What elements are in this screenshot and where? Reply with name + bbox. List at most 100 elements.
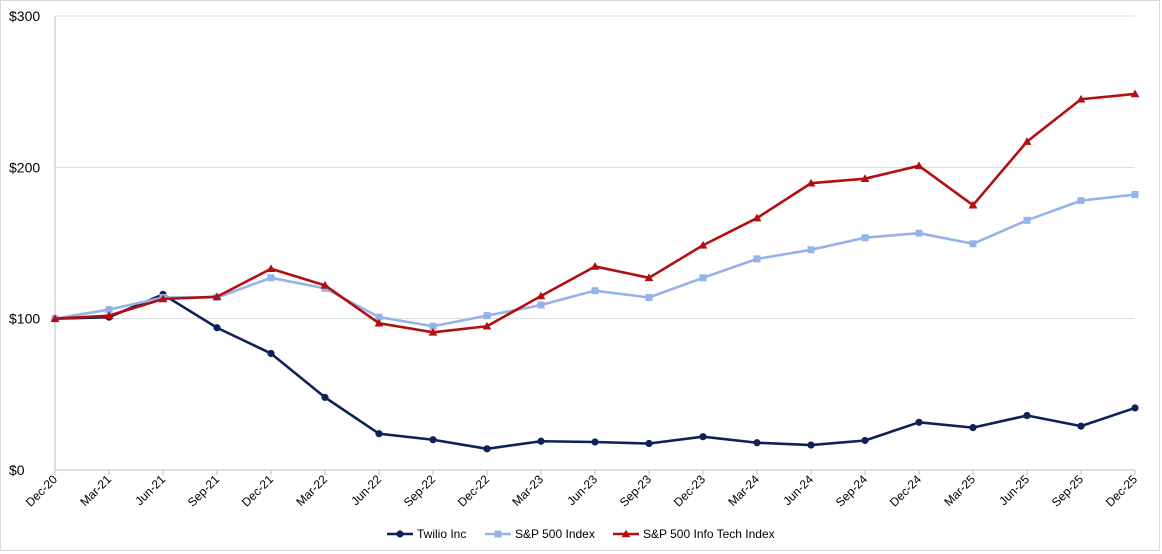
legend-entry-s-p-500-info-tech-index: S&P 500 Info Tech Index xyxy=(613,527,775,541)
data-point-s-p-500-info-tech-index xyxy=(1022,137,1032,145)
data-point-s-p-500-index xyxy=(429,322,437,330)
data-point-s-p-500-index xyxy=(915,229,923,237)
x-tick-label: Sep-22 xyxy=(401,472,438,509)
data-point-s-p-500-info-tech-index xyxy=(158,294,168,303)
x-tick-label: Jun-23 xyxy=(564,472,600,508)
data-point-twilio-inc xyxy=(645,439,653,448)
x-tick-label: Dec-25 xyxy=(1103,472,1140,509)
legend: Twilio Inc S&P 500 Index S&P 500 Info Tech… xyxy=(387,527,775,541)
x-tick-label: Sep-23 xyxy=(617,472,654,509)
data-point-s-p-500-info-tech-index xyxy=(968,200,978,209)
data-point-s-p-500-info-tech-index xyxy=(1076,94,1086,103)
data-point-twilio-inc xyxy=(213,324,221,332)
y-tick-label: $200 xyxy=(9,159,40,175)
legend-marker-s-p-500-index xyxy=(494,530,502,538)
axes xyxy=(54,16,1136,475)
data-point-s-p-500-index xyxy=(483,312,491,320)
data-point-s-p-500-index xyxy=(1131,191,1139,199)
data-point-s-p-500-info-tech-index xyxy=(320,280,330,289)
y-axis-tick-labels: $0 $100 $200 $300 xyxy=(9,8,40,478)
data-point-twilio-inc xyxy=(483,445,491,453)
legend-label: Twilio Inc xyxy=(417,527,466,541)
data-point-s-p-500-index xyxy=(807,246,815,254)
data-point-twilio-inc xyxy=(915,418,923,426)
x-tick-label: Dec-20 xyxy=(23,472,60,509)
data-point-s-p-500-info-tech-index xyxy=(698,240,708,249)
data-point-s-p-500-info-tech-index xyxy=(806,178,816,187)
data-point-twilio-inc xyxy=(753,439,761,447)
data-point-s-p-500-info-tech-index xyxy=(104,311,114,319)
data-point-twilio-inc xyxy=(807,441,815,449)
legend-marker-s-p-500-info-tech-index xyxy=(621,529,631,538)
x-tick-label: Jun-22 xyxy=(348,472,384,508)
data-point-s-p-500-info-tech-index xyxy=(536,291,546,300)
y-tick-label: $100 xyxy=(9,311,40,327)
data-point-twilio-inc xyxy=(321,393,329,401)
data-point-s-p-500-index xyxy=(1077,197,1085,205)
data-point-twilio-inc xyxy=(429,436,437,444)
legend-entry-s-p-500-index: S&P 500 Index xyxy=(485,527,595,541)
x-tick-label: Mar-25 xyxy=(941,472,978,509)
x-tick-label: Dec-22 xyxy=(455,472,492,509)
legend-entry-twilio-inc: Twilio Inc xyxy=(387,527,466,541)
data-point-s-p-500-index xyxy=(753,255,761,263)
data-point-s-p-500-index xyxy=(105,306,113,314)
data-point-s-p-500-index xyxy=(969,240,977,248)
data-point-s-p-500-info-tech-index xyxy=(374,318,384,327)
data-point-twilio-inc xyxy=(375,430,383,438)
data-point-s-p-500-index xyxy=(591,287,599,295)
data-point-s-p-500-info-tech-index xyxy=(1130,89,1140,98)
x-tick-label: Sep-25 xyxy=(1049,472,1086,509)
data-point-twilio-inc xyxy=(969,424,977,432)
data-point-twilio-inc xyxy=(537,437,545,445)
data-point-s-p-500-index xyxy=(645,293,653,301)
legend-label: S&P 500 Index xyxy=(515,527,595,541)
legend-marker-twilio-inc xyxy=(396,530,404,538)
x-tick-label: Jun-25 xyxy=(996,472,1032,508)
series-group xyxy=(50,89,1140,453)
x-tick-label: Dec-21 xyxy=(239,472,276,509)
y-tick-label: $0 xyxy=(9,462,25,478)
data-point-twilio-inc xyxy=(267,349,275,358)
series-line-s-p-500-index xyxy=(54,193,1136,328)
data-point-s-p-500-index xyxy=(699,274,707,282)
data-point-s-p-500-info-tech-index xyxy=(914,161,924,170)
legend-label: S&P 500 Info Tech Index xyxy=(643,527,775,541)
x-tick-label: Jun-21 xyxy=(132,472,168,508)
data-point-s-p-500-info-tech-index xyxy=(590,262,600,270)
data-point-s-p-500-info-tech-index xyxy=(752,213,762,222)
series-s-p-500-index xyxy=(51,191,1139,330)
data-point-s-p-500-info-tech-index xyxy=(860,174,870,182)
data-point-twilio-inc xyxy=(1023,411,1031,420)
data-point-s-p-500-info-tech-index xyxy=(482,321,492,330)
series-twilio-inc xyxy=(51,290,1139,453)
x-tick-label: Sep-24 xyxy=(833,472,870,509)
x-tick-label: Dec-23 xyxy=(671,472,708,509)
data-point-s-p-500-info-tech-index xyxy=(644,273,654,282)
x-tick-label: Mar-24 xyxy=(725,472,762,509)
x-tick-label: Jun-24 xyxy=(780,472,816,508)
y-tick-label: $300 xyxy=(9,8,40,24)
data-point-s-p-500-info-tech-index xyxy=(50,314,60,322)
data-point-twilio-inc xyxy=(699,433,707,441)
data-point-twilio-inc xyxy=(1077,422,1085,430)
data-point-s-p-500-info-tech-index xyxy=(212,292,222,301)
gridlines xyxy=(55,15,1135,320)
data-point-s-p-500-info-tech-index xyxy=(428,327,438,336)
data-point-twilio-inc xyxy=(861,436,869,445)
x-tick-label: Mar-23 xyxy=(509,472,546,509)
data-point-s-p-500-index xyxy=(861,234,869,242)
data-point-twilio-inc xyxy=(591,438,599,446)
x-tick-label: Mar-21 xyxy=(77,472,114,509)
data-point-s-p-500-info-tech-index xyxy=(266,264,276,273)
data-point-s-p-500-index xyxy=(537,301,545,309)
series-s-p-500-info-tech-index xyxy=(50,89,1140,336)
data-point-twilio-inc xyxy=(1131,404,1139,412)
data-point-s-p-500-index xyxy=(267,274,275,282)
x-tick-label: Mar-22 xyxy=(293,472,330,509)
x-tick-label: Dec-24 xyxy=(887,472,924,509)
x-axis-tick-labels: Dec-20 Mar-21 Jun-21 Sep-21 Dec-21 Mar-22 Jun-… xyxy=(23,472,1140,509)
data-point-s-p-500-index xyxy=(1023,216,1031,224)
